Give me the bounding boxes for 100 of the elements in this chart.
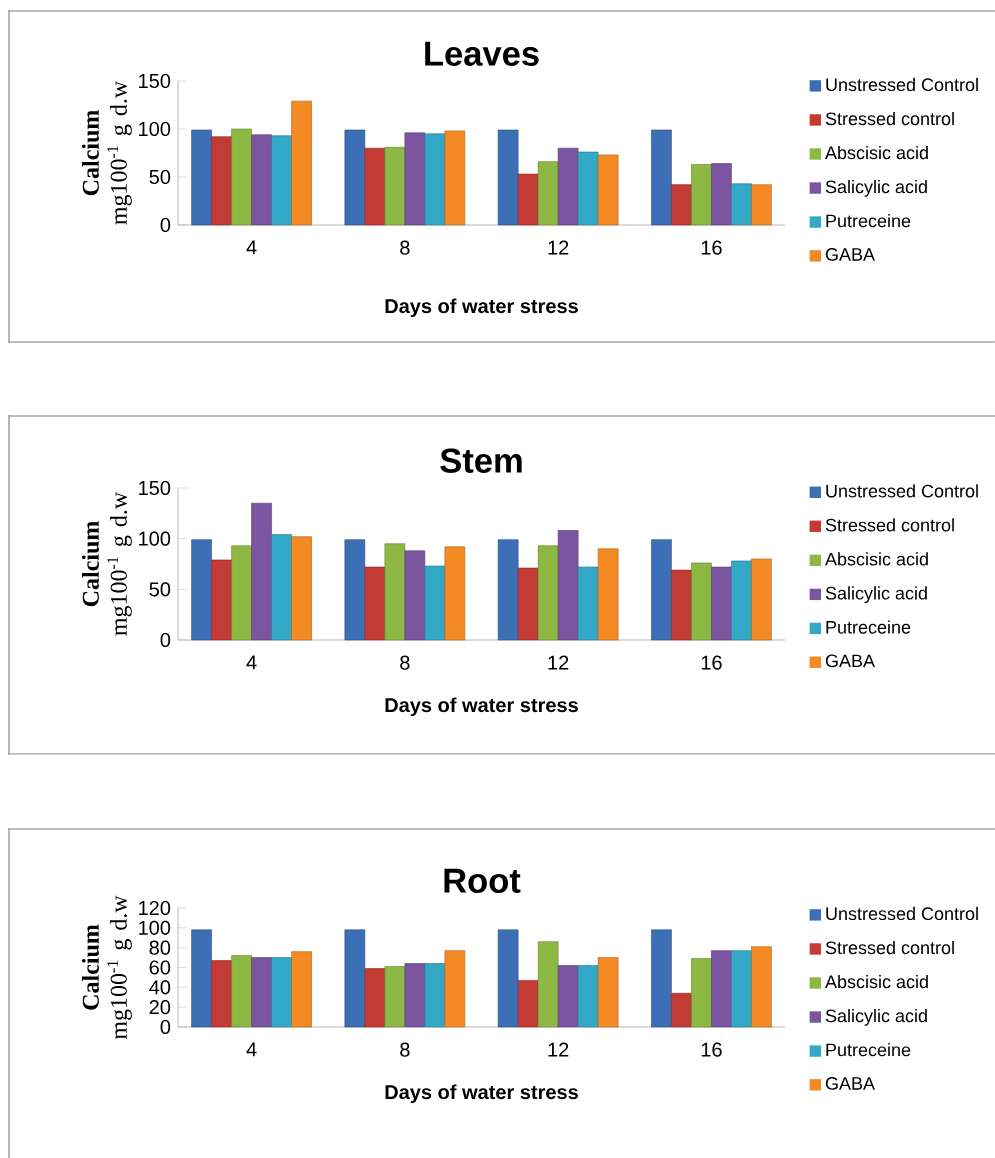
bar [231, 955, 252, 1028]
bar [577, 151, 599, 226]
legend-label: Stressed control [825, 111, 954, 126]
bar [651, 539, 672, 641]
bar [557, 147, 579, 226]
bar [597, 154, 619, 226]
legend-label: GABA [825, 654, 875, 668]
bar [384, 543, 406, 641]
bar [537, 545, 559, 641]
bar [211, 559, 232, 641]
x-tick-label: 12 [548, 655, 569, 670]
legend-label: Unstressed Control [826, 906, 978, 921]
bar [691, 164, 712, 226]
y-tick-label: 100 [139, 531, 171, 546]
bar [291, 951, 312, 1028]
bar [404, 550, 426, 641]
y-tick-label: 0 [160, 632, 171, 648]
y-tick-label: 20 [149, 1000, 171, 1015]
bar [751, 946, 772, 1028]
x-tick-label: 12 [548, 240, 569, 255]
bar [404, 132, 426, 226]
bar [191, 539, 212, 641]
bar [651, 129, 672, 226]
x-tick-label: 4 [246, 1042, 257, 1057]
y-tick-label: 150 [139, 73, 171, 89]
bar [271, 135, 292, 226]
bar [517, 567, 539, 641]
bar [211, 136, 232, 226]
x-tick-label: 16 [701, 1042, 722, 1057]
legend-label: Abscisic acid [825, 974, 928, 989]
bar [384, 146, 406, 226]
y-tick-label: 150 [139, 480, 171, 496]
bar [424, 963, 446, 1028]
bar [597, 957, 619, 1028]
legend-label: Unstressed Control [826, 77, 978, 92]
y-tick-label: 120 [139, 900, 171, 916]
bar [424, 133, 446, 226]
bar [444, 950, 466, 1028]
bar [577, 965, 599, 1028]
chart-title: Root [444, 868, 521, 893]
legend-label: Stressed control [825, 518, 954, 532]
x-tick-label: 16 [701, 655, 722, 670]
bar [671, 992, 692, 1028]
bar [731, 183, 752, 226]
bar [497, 539, 519, 641]
y-tick-label: 100 [139, 920, 171, 935]
y-tick-label: 100 [139, 121, 171, 137]
bar [364, 566, 386, 641]
bar [557, 965, 579, 1028]
bar [291, 100, 312, 226]
x-tick-label: 12 [548, 1042, 569, 1057]
bar [444, 130, 466, 226]
bar [537, 161, 559, 226]
bar [691, 562, 712, 641]
bar [731, 560, 752, 641]
bar [191, 929, 212, 1028]
bar [711, 950, 732, 1028]
bar [344, 539, 366, 641]
bar [751, 558, 772, 641]
chart-title: Stem [440, 448, 522, 473]
bar [251, 502, 272, 641]
bar [651, 929, 672, 1028]
bar [251, 957, 272, 1028]
y-tick-label: 0 [160, 217, 171, 233]
bar [364, 968, 386, 1028]
bar [251, 134, 272, 226]
legend-label: Salicylic acid [825, 1009, 927, 1026]
y-tick-label: 80 [149, 940, 171, 955]
legend-label: Unstressed Control [826, 484, 978, 498]
bar [271, 534, 292, 641]
x-tick-label: 4 [246, 240, 257, 255]
x-tick-label: 8 [400, 240, 410, 255]
bar [597, 548, 619, 641]
bar [671, 184, 692, 226]
y-tick-label: 0 [160, 1019, 171, 1035]
bar [424, 565, 446, 641]
bar [497, 929, 519, 1028]
legend-label: Salicylic acid [825, 586, 927, 604]
bar [364, 147, 386, 226]
legend-label: Stressed control [825, 940, 954, 955]
bar [211, 960, 232, 1028]
legend-label: Abscisic acid [825, 145, 928, 160]
y-tick-label: 50 [149, 169, 171, 185]
bar [731, 950, 752, 1028]
bar [231, 128, 252, 226]
x-tick-label: 4 [246, 655, 257, 670]
x-axis-title: Days of water stress [385, 1084, 578, 1104]
legend-label: Putreceine [826, 1043, 911, 1057]
bar [444, 546, 466, 641]
bar [291, 536, 312, 641]
bar [344, 929, 366, 1028]
bar [557, 530, 579, 641]
legend-label: GABA [825, 1077, 875, 1090]
bar [231, 545, 252, 641]
bar [344, 129, 366, 226]
bar [517, 173, 539, 226]
bar [497, 129, 519, 226]
bar [404, 963, 426, 1028]
x-axis-title: Days of water stress [385, 298, 578, 318]
bar [671, 569, 692, 641]
